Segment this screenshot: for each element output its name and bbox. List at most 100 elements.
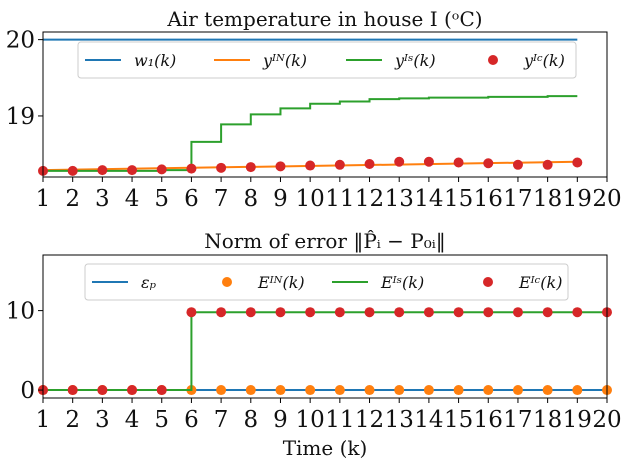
top-legend-entry: w₁(k)	[85, 51, 176, 70]
bottom-series-3-point	[245, 307, 256, 318]
bottom-series-3-point	[127, 385, 138, 396]
bottom-series-1-point	[423, 385, 434, 396]
bottom-x-tick-label: 12	[355, 407, 384, 433]
top-x-tick-label: 3	[95, 186, 110, 212]
top-series-3-point	[423, 156, 434, 167]
bottom-series-3-point	[97, 385, 108, 396]
top-chart-title: Air temperature in house I (ᵒC)	[166, 7, 482, 31]
top-legend-label: yᴵᶜ(k)	[523, 51, 565, 70]
top-x-tick-label: 11	[325, 186, 354, 212]
bottom-legend-swatch	[483, 277, 493, 287]
bottom-series-2-step-line	[43, 311, 607, 392]
bottom-x-tick-label: 18	[533, 407, 562, 433]
bottom-x-tick-label: 20	[592, 407, 621, 433]
top-series-2-step-line	[43, 95, 578, 172]
bottom-series-1-point	[453, 385, 464, 396]
top-legend: w₁(k) yᴵᴺ(k) yᴵˢ(k) yᴵᶜ(k)	[77, 41, 577, 79]
bottom-y-tick-label: 10	[6, 299, 35, 325]
top-series-3-point	[542, 159, 553, 170]
bottom-x-tick-label: 4	[125, 407, 140, 433]
top-x-tick-label: 13	[385, 186, 414, 212]
top-x-tick-label: 20	[592, 186, 621, 212]
bottom-chart-xlabel: Time (k)	[283, 436, 368, 460]
bottom-series-1-point	[245, 385, 256, 396]
bottom-series-3-point	[216, 307, 227, 318]
top-series-3-point	[512, 159, 523, 170]
top-series-3-point	[483, 158, 494, 169]
bottom-series-3-point	[423, 307, 434, 318]
bottom-series-3-point	[186, 307, 197, 318]
bottom-x-tick-label: 2	[65, 407, 80, 433]
bottom-series-3-point	[542, 307, 553, 318]
top-legend-box	[77, 41, 577, 79]
bottom-series-1-point	[572, 385, 583, 396]
top-legend-label: w₁(k)	[134, 51, 176, 70]
bottom-x-tick-label: 1	[36, 407, 51, 433]
top-x-tick-label: 6	[184, 186, 199, 212]
top-series-3-point	[453, 157, 464, 168]
bottom-legend-entry: εₚ	[92, 273, 157, 292]
top-legend-entry: yᴵˢ(k)	[346, 51, 436, 70]
top-series-3-point	[156, 164, 167, 175]
bottom-x-tick-label: 13	[385, 407, 414, 433]
bottom-series-3-point	[156, 385, 167, 396]
bottom-series-3-point	[512, 307, 523, 318]
bottom-x-tick-label: 17	[503, 407, 532, 433]
top-legend-label: yᴵˢ(k)	[394, 51, 436, 70]
top-series-3-point	[245, 162, 256, 173]
bottom-legend-swatch	[222, 277, 232, 287]
top-x-tick-label: 15	[444, 186, 473, 212]
bottom-series-3-point	[67, 385, 78, 396]
top-x-tick-label: 4	[125, 186, 140, 212]
bottom-legend: εₚ Eᴵᴺ(k) Eᴵˢ(k) Eᴵᶜ(k)	[84, 263, 569, 301]
bottom-series-3-point	[394, 307, 405, 318]
top-plot-frame	[42, 31, 608, 178]
bottom-x-tick-label: 3	[95, 407, 110, 433]
top-series-3-point	[572, 157, 583, 168]
top-x-tick-label: 12	[355, 186, 384, 212]
top-x-tick-label: 19	[563, 186, 592, 212]
top-legend-entry: yᴵᶜ(k)	[488, 51, 565, 70]
bottom-x-tick-label: 5	[154, 407, 169, 433]
bottom-series-1-point	[216, 385, 227, 396]
bottom-series-1-point	[512, 385, 523, 396]
bottom-series-3-points	[38, 307, 612, 396]
bottom-legend-entry: Eᴵᶜ(k)	[483, 273, 562, 292]
bottom-x-tick-label: 8	[243, 407, 258, 433]
top-series-3-point	[394, 156, 405, 167]
top-legend-entry: yᴵᴺ(k)	[214, 51, 307, 70]
bottom-x-tick-label: 15	[444, 407, 473, 433]
top-series-3-point	[127, 165, 138, 176]
top-series-3-point	[216, 162, 227, 173]
top-series-3-point	[67, 165, 78, 176]
bottom-x-tick-label: 10	[296, 407, 325, 433]
bottom-series-1-point	[483, 385, 494, 396]
top-x-tick-label: 17	[503, 186, 532, 212]
bottom-series-3-point	[453, 307, 464, 318]
bottom-legend-label: Eᴵᶜ(k)	[518, 273, 562, 292]
top-x-tick-label: 5	[154, 186, 169, 212]
bottom-x-tick-label: 19	[563, 407, 592, 433]
top-x-tick-label: 7	[214, 186, 229, 212]
bottom-plot-frame	[42, 254, 608, 399]
bottom-series-3-point	[305, 307, 316, 318]
bottom-x-tick-label: 7	[214, 407, 229, 433]
bottom-legend-box	[84, 263, 569, 301]
bottom-series-1-point	[394, 385, 405, 396]
top-legend-swatch	[488, 55, 498, 65]
top-series-3-point	[364, 159, 375, 170]
bottom-x-tick-label: 14	[414, 407, 443, 433]
top-x-tick-label: 8	[243, 186, 258, 212]
bottom-x-tick-label: 16	[474, 407, 503, 433]
bottom-legend-entry: Eᴵᴺ(k)	[222, 273, 305, 292]
bottom-legend-label: εₚ	[141, 273, 157, 292]
bottom-legend-label: Eᴵˢ(k)	[380, 273, 424, 292]
top-x-tick-label: 10	[296, 186, 325, 212]
top-series-3-point	[275, 161, 286, 172]
bottom-series-3-point	[275, 307, 286, 318]
top-x-tick-label: 16	[474, 186, 503, 212]
top-x-tick-label: 1	[36, 186, 51, 212]
